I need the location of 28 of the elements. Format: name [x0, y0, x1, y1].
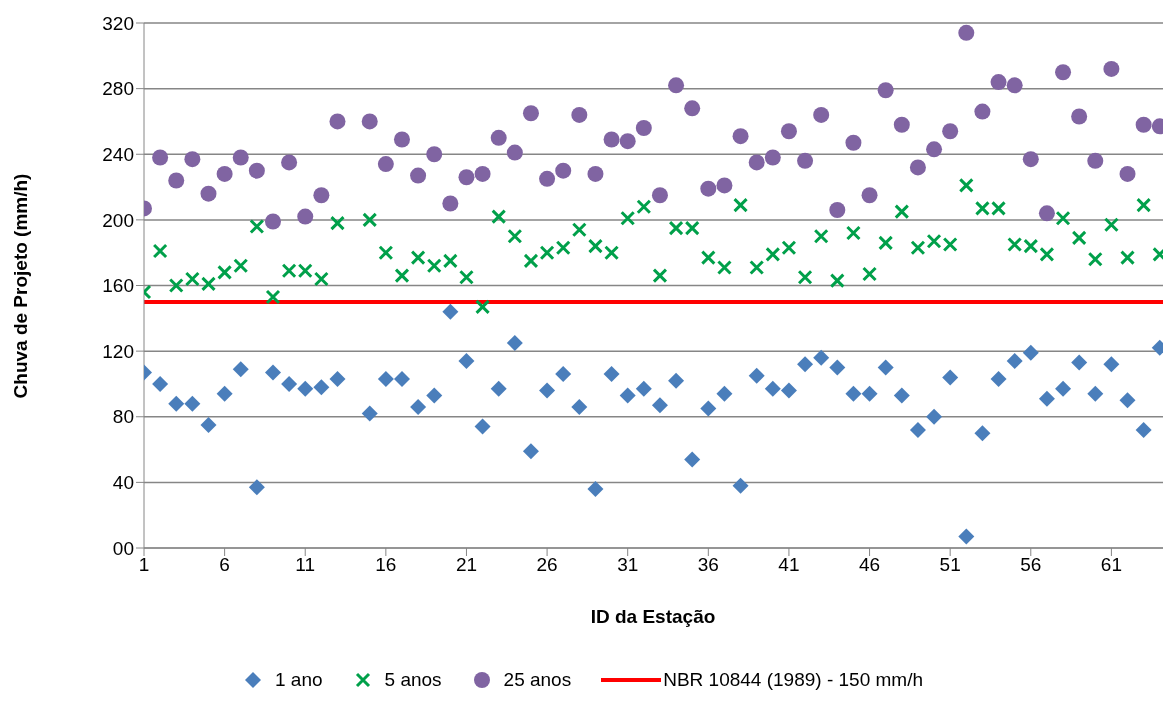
- legend-label: 25 anos: [503, 669, 572, 691]
- x-tick-label: 6: [219, 554, 230, 576]
- x-tick-label: 1: [138, 554, 150, 576]
- y-tick-label: 240: [102, 143, 134, 165]
- y-tick-label: 120: [102, 340, 134, 362]
- x-tick-label: 21: [455, 554, 478, 576]
- y-tick-label: 00: [112, 537, 134, 559]
- x-tick-label: 31: [617, 554, 639, 576]
- x-tick-label: 56: [1020, 554, 1042, 576]
- y-tick-label: 200: [102, 209, 134, 231]
- y-tick-label: 160: [102, 275, 134, 297]
- y-axis-title: Chuva de Projeto (mm/h): [10, 173, 32, 399]
- x-tick-label: 11: [295, 554, 316, 576]
- y-tick-label: 320: [102, 12, 134, 34]
- y-tick-label: 280: [102, 78, 134, 100]
- x-tick-label: 46: [858, 554, 881, 576]
- legend-label: 1 ano: [274, 669, 323, 691]
- y-tick-label: 40: [112, 472, 134, 494]
- legend-label: NBR 10844 (1989) - 150 mm/h: [663, 669, 923, 691]
- y-tick-label: 80: [112, 406, 134, 428]
- x-axis-title: ID da Estação: [590, 606, 716, 628]
- x-tick-label: 51: [939, 554, 961, 576]
- x-tick-label: 41: [778, 554, 800, 576]
- x-tick-label: 26: [536, 554, 558, 576]
- x-tick-label: 36: [697, 554, 719, 576]
- x-tick-label: 61: [1100, 554, 1122, 576]
- legend-label: 5 anos: [384, 669, 442, 691]
- x-tick-label: 16: [375, 554, 397, 576]
